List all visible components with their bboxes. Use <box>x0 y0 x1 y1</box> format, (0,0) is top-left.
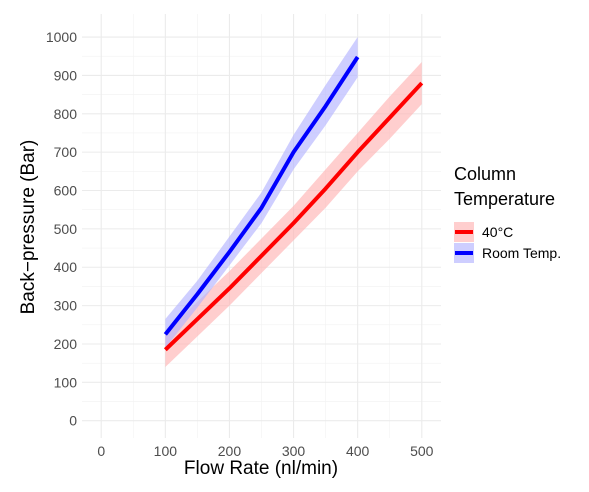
legend-title-line2: Temperature <box>454 189 555 209</box>
y-tick-label: 1000 <box>46 29 77 45</box>
series-lines <box>163 55 424 352</box>
legend-label: Room Temp. <box>482 245 561 261</box>
y-tick-label: 900 <box>54 67 78 83</box>
x-tick-label: 300 <box>282 443 306 459</box>
y-tick-label: 700 <box>54 144 78 160</box>
legend-title-line1: Column <box>454 164 516 184</box>
y-tick-label: 800 <box>54 106 78 122</box>
x-tick-label: 100 <box>154 443 178 459</box>
x-tick-label: 500 <box>410 443 434 459</box>
grid-minor <box>82 14 441 438</box>
y-tick-label: 200 <box>54 336 78 352</box>
y-tick-label: 400 <box>54 259 78 275</box>
series-line <box>163 55 360 336</box>
y-tick-label: 600 <box>54 183 78 199</box>
x-tick-label: 200 <box>218 443 242 459</box>
legend: Column Temperature 40°C Room Temp. <box>454 164 561 263</box>
x-tick-label: 400 <box>346 443 370 459</box>
series-line <box>163 81 424 352</box>
grid-major <box>82 14 441 438</box>
y-tick-labels: 0 100 200 300 400 500 600 700 800 900 1000 <box>46 29 77 429</box>
y-tick-label: 500 <box>54 221 78 237</box>
y-axis-title: Back−pressure (Bar) <box>18 140 39 315</box>
y-tick-label: 300 <box>54 298 78 314</box>
x-axis-title: Flow Rate (nl/min) <box>184 458 338 479</box>
x-tick-label: 0 <box>97 443 105 459</box>
x-tick-labels: 0 100 200 300 400 500 <box>97 443 433 459</box>
y-tick-label: 100 <box>54 374 78 390</box>
y-tick-label: 0 <box>69 413 77 429</box>
legend-label: 40°C <box>482 224 513 240</box>
